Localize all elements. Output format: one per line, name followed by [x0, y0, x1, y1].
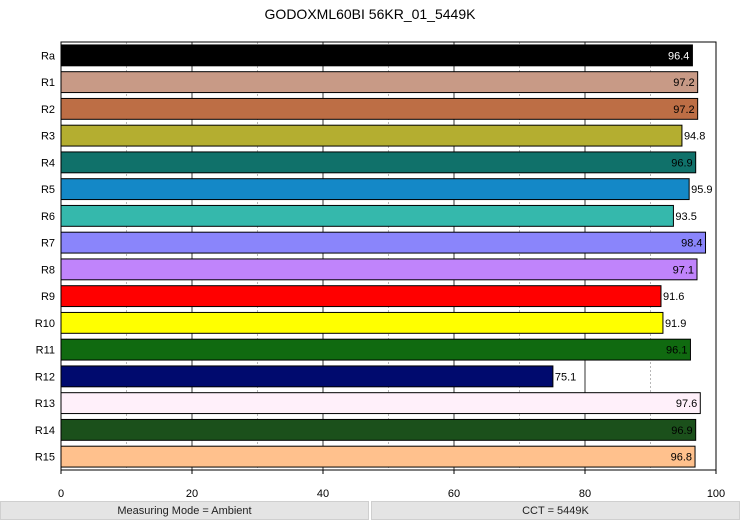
x-tick-label: 20	[186, 488, 198, 500]
footer-bar: Measuring Mode = Ambient CCT = 5449K	[0, 501, 740, 521]
category-label: R1	[41, 77, 55, 89]
bar-r11	[60, 338, 691, 361]
bar-r15	[60, 445, 696, 468]
bar-r5	[60, 178, 690, 201]
value-label: 91.6	[663, 291, 684, 303]
chart-title: GODOXML60BI 56KR_01_5449K	[264, 6, 476, 22]
value-label: 96.9	[671, 157, 692, 169]
category-label: R12	[35, 371, 55, 383]
bar-r4	[60, 151, 697, 174]
x-tick-label: 60	[448, 488, 460, 500]
category-label: R5	[41, 184, 55, 196]
value-label: 91.9	[665, 318, 686, 330]
value-label: 97.2	[673, 104, 694, 116]
bar-ra	[60, 44, 693, 67]
category-label: R13	[35, 398, 55, 410]
x-tick-label: 40	[317, 488, 329, 500]
value-label: 94.8	[684, 131, 705, 143]
category-label: R4	[41, 157, 55, 169]
plot-border	[60, 41, 717, 471]
category-label: R7	[41, 238, 55, 250]
value-label: 75.1	[555, 371, 576, 383]
bar-r10	[60, 311, 664, 334]
bar-r1	[60, 71, 699, 94]
category-label: R6	[41, 211, 55, 223]
bar-r6	[60, 204, 674, 227]
category-label: R11	[36, 345, 55, 357]
bar-r13	[60, 392, 701, 415]
value-label: 95.9	[691, 184, 712, 196]
category-label: R8	[41, 264, 55, 276]
x-tick-label: 0	[58, 488, 64, 500]
bar-r7	[60, 231, 707, 254]
value-label: 96.1	[666, 345, 687, 357]
value-label: 93.5	[675, 211, 696, 223]
category-label: R15	[35, 452, 55, 464]
value-label: 96.4	[668, 50, 689, 62]
bar-r12	[60, 365, 554, 388]
chart-container: GODOXML60BI 56KR_01_5449K Ra 96.4 R1 97.2 R2…	[35, 6, 725, 500]
value-label: 98.4	[681, 238, 702, 250]
value-label: 97.2	[673, 77, 694, 89]
bar-r2	[60, 97, 699, 120]
category-label: R10	[35, 318, 55, 330]
x-tick-label: 80	[579, 488, 591, 500]
value-label: 96.9	[671, 425, 692, 437]
value-label: 97.6	[676, 398, 697, 410]
value-label: 97.1	[673, 264, 694, 276]
category-label: R3	[41, 131, 55, 143]
cct-label: CCT = 5449K	[371, 501, 740, 520]
bar-r8	[60, 258, 698, 281]
x-tick-label: 100	[707, 488, 725, 500]
category-label: R14	[35, 425, 55, 437]
bar-r3	[60, 124, 683, 147]
measuring-mode-label: Measuring Mode = Ambient	[0, 501, 369, 520]
bar-r14	[60, 418, 697, 441]
bar-chart: Ra 96.4 R1 97.2 R2 97.2 R3 94.8 R4 96.9 R5 95.9 R6 93…	[35, 41, 725, 500]
category-label: R9	[41, 291, 55, 303]
category-label: Ra	[41, 50, 56, 62]
bar-r9	[60, 285, 662, 308]
category-label: R2	[41, 104, 55, 116]
value-label: 96.8	[671, 452, 692, 464]
